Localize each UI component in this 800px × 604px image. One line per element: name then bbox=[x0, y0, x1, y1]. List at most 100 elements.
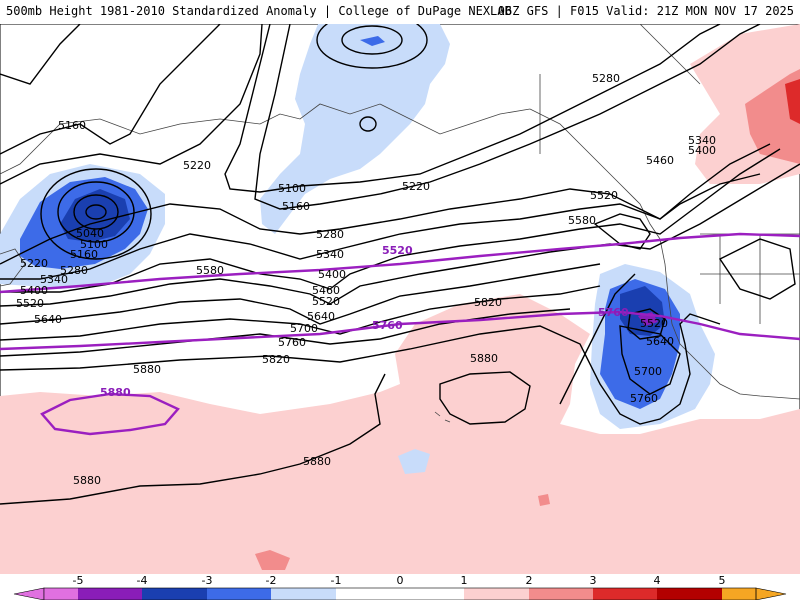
contour-label-5220: 5220 bbox=[402, 180, 430, 193]
contour-label-5700: 5700 bbox=[634, 365, 662, 378]
height-contour-19-line bbox=[718, 238, 796, 300]
contour-label-5880: 5880 bbox=[470, 352, 498, 365]
contour-label-5160: 5160 bbox=[70, 248, 98, 261]
height-contour-14-line bbox=[619, 325, 681, 395]
height-contour-20-line bbox=[559, 273, 636, 405]
negative-anomaly-2-area bbox=[360, 36, 385, 46]
height-contour-13-line bbox=[0, 313, 721, 425]
highlight-contours bbox=[0, 232, 800, 436]
header-bar: 500mb Height 1981-2010 Standardized Anom… bbox=[0, 0, 800, 24]
coastline-3-line bbox=[639, 24, 701, 85]
colorbar-swatch-neg3 bbox=[142, 588, 207, 600]
low-center-ring-3-ellipse bbox=[57, 181, 135, 243]
colorbar-tick-4: -2 bbox=[266, 574, 277, 587]
colorbar-tick-1: -5 bbox=[73, 574, 84, 587]
contour-label-5280: 5280 bbox=[592, 72, 620, 85]
negative-anomaly-10-area bbox=[398, 449, 430, 474]
colorbar-swatches bbox=[13, 587, 787, 601]
contour-label-5160: 5160 bbox=[282, 200, 310, 213]
height-contour-3-line bbox=[0, 24, 263, 185]
highlight-label-5520: 5520 bbox=[382, 244, 413, 257]
contour-label-5160: 5160 bbox=[58, 119, 86, 132]
contour-label-5460: 5460 bbox=[646, 154, 674, 167]
contour-label-5580: 5580 bbox=[568, 214, 596, 227]
product-title: 500mb Height 1981-2010 Standardized Anom… bbox=[6, 4, 512, 18]
coastline-11-line bbox=[434, 411, 441, 417]
contour-label-5280: 5280 bbox=[60, 264, 88, 277]
low-center-ring-4-ellipse bbox=[40, 168, 152, 260]
negative-anomaly-1-area bbox=[260, 24, 450, 234]
positive-anomaly-6-area bbox=[538, 494, 550, 506]
colorbar-swatch-neg2 bbox=[207, 588, 271, 600]
contour-label-5400: 5400 bbox=[20, 284, 48, 297]
contour-label-5400: 5400 bbox=[688, 144, 716, 157]
height-contour-11-line bbox=[0, 285, 601, 341]
contour-label-5220: 5220 bbox=[20, 257, 48, 270]
coastline-1-line bbox=[0, 103, 531, 175]
colorbar-swatch-pos5 bbox=[722, 588, 756, 600]
colorbar-tick-2: -4 bbox=[137, 574, 148, 587]
contour-label-5100: 5100 bbox=[80, 238, 108, 251]
height-contour-15-line bbox=[627, 308, 666, 340]
height-contour-9-line bbox=[0, 163, 800, 307]
contour-label-5700: 5700 bbox=[290, 322, 318, 335]
colorbar-tick-9: 3 bbox=[590, 574, 597, 587]
colorbar-tick-10: 4 bbox=[654, 574, 661, 587]
contour-label-5580: 5580 bbox=[196, 264, 224, 277]
low-center-ring-6-ellipse bbox=[316, 24, 428, 69]
colorbar-swatch-pos3 bbox=[593, 588, 657, 600]
height-contour-12-line bbox=[0, 308, 571, 357]
highlight-contour-3-line bbox=[40, 392, 180, 436]
colorbar-swatch-neg4 bbox=[78, 588, 142, 600]
highlight-label-5880: 5880 bbox=[100, 386, 131, 399]
highlight-contour-1-line bbox=[0, 232, 800, 294]
highlight-label-5760: 5760 bbox=[598, 306, 629, 319]
anomaly-shading bbox=[0, 24, 800, 574]
contour-label-5460: 5460 bbox=[312, 284, 340, 297]
contour-label-5340: 5340 bbox=[688, 134, 716, 147]
colorbar-swatch-zero bbox=[336, 588, 464, 600]
colorbar-svg: -5 -4 -3 -2 -1 0 1 2 3 4 5 bbox=[13, 574, 787, 601]
highlight-label-5760: 5760 bbox=[372, 319, 403, 332]
low-center-rings bbox=[40, 24, 428, 260]
colorbar-tick-7: 1 bbox=[461, 574, 468, 587]
colorbar-swatch-pos4 bbox=[657, 588, 722, 600]
coastline-12-line bbox=[444, 419, 451, 423]
colorbar-tick-5: -1 bbox=[331, 574, 342, 587]
coastline-2-line bbox=[529, 108, 661, 240]
contour-label-5880: 5880 bbox=[133, 363, 161, 376]
colorbar: -5 -4 -3 -2 -1 0 1 2 3 4 5 bbox=[0, 574, 800, 601]
contour-label-5880: 5880 bbox=[303, 455, 331, 468]
contour-label-5760: 5760 bbox=[630, 392, 658, 405]
run-info: 06Z GFS | F015 Valid: 21Z MON NOV 17 202… bbox=[497, 4, 794, 18]
contour-label-5520: 5520 bbox=[312, 295, 340, 308]
map-panel: 5160 5220 5100 5160 5220 5280 5280 5340 … bbox=[0, 24, 800, 574]
coastlines bbox=[0, 24, 800, 423]
colorbar-swatch-pos1 bbox=[464, 588, 529, 600]
contour-label-5820: 5820 bbox=[262, 353, 290, 366]
height-contour-16-line bbox=[0, 373, 386, 505]
highlight-contour-2-line bbox=[0, 310, 800, 351]
positive-anomaly-4-area bbox=[785, 79, 800, 124]
positive-anomaly-1-area bbox=[0, 294, 800, 574]
height-contour-2-line bbox=[0, 24, 221, 155]
low-center-ring-1-ellipse bbox=[85, 204, 107, 220]
colorbar-arrow-right bbox=[755, 587, 787, 601]
height-contour-4-line bbox=[224, 24, 721, 193]
contour-label-5640: 5640 bbox=[307, 310, 335, 323]
contour-label-5340: 5340 bbox=[316, 248, 344, 261]
low-center-ring-2-ellipse bbox=[73, 194, 119, 230]
colorbar-tick-11: 5 bbox=[719, 574, 726, 587]
contour-label-5040: 5040 bbox=[76, 227, 104, 240]
contour-labels: 5160 5220 5100 5160 5220 5280 5280 5340 … bbox=[16, 72, 716, 487]
contour-label-5820: 5820 bbox=[474, 296, 502, 309]
positive-anomaly-5-area bbox=[255, 550, 290, 570]
colorbar-arrow-left bbox=[13, 587, 45, 601]
contour-label-5880: 5880 bbox=[73, 474, 101, 487]
contour-label-5520: 5520 bbox=[590, 189, 618, 202]
colorbar-tick-6: 0 bbox=[397, 574, 404, 587]
contour-label-5340: 5340 bbox=[40, 273, 68, 286]
contour-label-5400: 5400 bbox=[318, 268, 346, 281]
colorbar-tick-8: 2 bbox=[526, 574, 533, 587]
colorbar-ticks: -5 -4 -3 -2 -1 0 1 2 3 4 5 bbox=[73, 574, 726, 587]
